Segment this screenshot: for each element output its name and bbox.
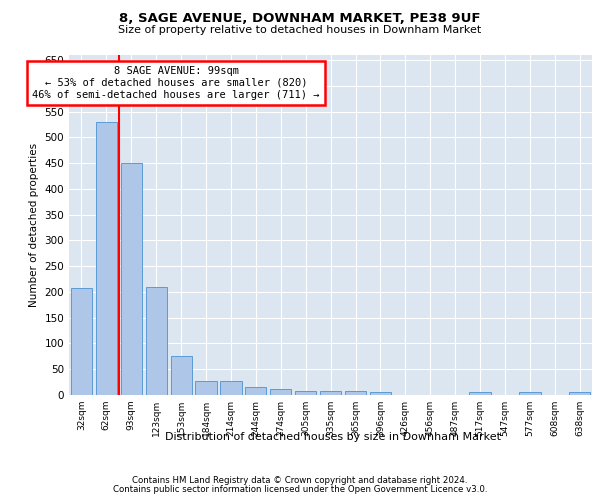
Bar: [96, 122, 117, 395]
Bar: [220, 381, 242, 395]
Text: Size of property relative to detached houses in Downham Market: Size of property relative to detached ho…: [118, 25, 482, 35]
Bar: [320, 391, 341, 395]
Bar: [121, 163, 142, 395]
Text: 8, SAGE AVENUE, DOWNHAM MARKET, PE38 9UF: 8, SAGE AVENUE, DOWNHAM MARKET, PE38 9UF: [119, 12, 481, 26]
Text: Contains public sector information licensed under the Open Government Licence v3: Contains public sector information licen…: [113, 484, 487, 494]
Text: Distribution of detached houses by size in Downham Market: Distribution of detached houses by size …: [165, 432, 501, 442]
Bar: [245, 388, 266, 395]
Text: 8 SAGE AVENUE: 99sqm
← 53% of detached houses are smaller (820)
46% of semi-deta: 8 SAGE AVENUE: 99sqm ← 53% of detached h…: [32, 66, 320, 100]
Bar: [569, 392, 590, 395]
Bar: [520, 392, 541, 395]
Text: Contains HM Land Registry data © Crown copyright and database right 2024.: Contains HM Land Registry data © Crown c…: [132, 476, 468, 485]
Bar: [270, 389, 292, 395]
Bar: [196, 381, 217, 395]
Bar: [370, 392, 391, 395]
Bar: [146, 287, 167, 395]
Bar: [71, 288, 92, 395]
Bar: [469, 392, 491, 395]
Bar: [170, 356, 192, 395]
Bar: [345, 391, 366, 395]
Bar: [295, 391, 316, 395]
Y-axis label: Number of detached properties: Number of detached properties: [29, 143, 39, 307]
